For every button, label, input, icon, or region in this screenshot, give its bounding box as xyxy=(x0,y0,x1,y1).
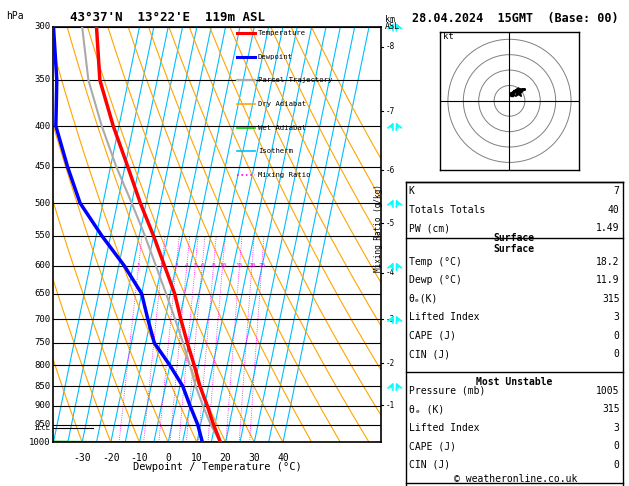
Text: ASL: ASL xyxy=(385,22,400,31)
Text: km: km xyxy=(385,15,395,24)
Text: 20: 20 xyxy=(248,263,255,268)
Text: θₑ (K): θₑ (K) xyxy=(409,404,444,415)
Text: Temp (°C): Temp (°C) xyxy=(409,257,462,267)
Text: -2: -2 xyxy=(386,359,394,367)
Text: 18.2: 18.2 xyxy=(596,257,620,267)
Text: 20: 20 xyxy=(220,452,231,463)
Text: © weatheronline.co.uk: © weatheronline.co.uk xyxy=(454,473,577,484)
Text: K: K xyxy=(409,187,415,196)
Text: Dewpoint: Dewpoint xyxy=(258,53,293,60)
Text: PW (cm): PW (cm) xyxy=(409,224,450,233)
Text: Totals Totals: Totals Totals xyxy=(409,205,485,215)
Text: θₑ(K): θₑ(K) xyxy=(409,294,438,304)
Text: 550: 550 xyxy=(34,231,50,241)
Text: 650: 650 xyxy=(34,289,50,298)
Text: 1000: 1000 xyxy=(29,438,50,447)
Text: 1: 1 xyxy=(136,263,140,268)
Text: 500: 500 xyxy=(34,199,50,208)
Text: 40: 40 xyxy=(277,452,289,463)
Text: Mixing Ratio (g/kg): Mixing Ratio (g/kg) xyxy=(374,185,383,272)
Text: Dewp (°C): Dewp (°C) xyxy=(409,275,462,285)
Text: 1LCL: 1LCL xyxy=(33,425,50,431)
Text: 900: 900 xyxy=(34,401,50,410)
Text: 300: 300 xyxy=(34,22,50,31)
Text: kt: kt xyxy=(443,32,454,41)
Text: 350: 350 xyxy=(34,75,50,85)
Text: 4: 4 xyxy=(185,263,189,268)
Text: 10: 10 xyxy=(219,263,226,268)
Text: 315: 315 xyxy=(602,294,620,304)
Text: 3: 3 xyxy=(174,263,178,268)
Text: -20: -20 xyxy=(102,452,120,463)
Text: 0: 0 xyxy=(614,460,620,470)
Text: Pressure (mb): Pressure (mb) xyxy=(409,386,485,396)
Text: 0: 0 xyxy=(614,330,620,341)
Text: -7: -7 xyxy=(386,106,394,116)
Text: CIN (J): CIN (J) xyxy=(409,349,450,359)
Text: 43°37'N  13°22'E  119m ASL: 43°37'N 13°22'E 119m ASL xyxy=(70,11,265,24)
Text: 1.49: 1.49 xyxy=(596,224,620,233)
Text: 950: 950 xyxy=(34,420,50,429)
Text: -5: -5 xyxy=(386,219,394,227)
Text: Isotherm: Isotherm xyxy=(258,148,293,155)
Text: 700: 700 xyxy=(34,314,50,324)
Text: 11.9: 11.9 xyxy=(596,275,620,285)
Text: 8: 8 xyxy=(212,263,216,268)
Text: CIN (J): CIN (J) xyxy=(409,460,450,470)
Text: 0: 0 xyxy=(165,452,171,463)
Text: 315: 315 xyxy=(602,404,620,415)
Text: 5: 5 xyxy=(193,263,197,268)
Text: -8: -8 xyxy=(386,42,394,52)
Text: -30: -30 xyxy=(74,452,91,463)
Text: -10: -10 xyxy=(131,452,148,463)
Text: 3: 3 xyxy=(614,423,620,433)
Text: Most Unstable: Most Unstable xyxy=(476,377,552,387)
Text: CAPE (J): CAPE (J) xyxy=(409,441,456,451)
Text: 28.04.2024  15GMT  (Base: 00): 28.04.2024 15GMT (Base: 00) xyxy=(413,12,619,25)
Text: Lifted Index: Lifted Index xyxy=(409,312,479,322)
Text: Surface: Surface xyxy=(494,244,535,254)
Text: 3: 3 xyxy=(614,312,620,322)
X-axis label: Dewpoint / Temperature (°C): Dewpoint / Temperature (°C) xyxy=(133,462,301,472)
Text: 30: 30 xyxy=(248,452,260,463)
Text: 400: 400 xyxy=(34,122,50,131)
Text: 0: 0 xyxy=(614,441,620,451)
Text: 450: 450 xyxy=(34,162,50,171)
Text: 10: 10 xyxy=(191,452,203,463)
Text: Mixing Ratio: Mixing Ratio xyxy=(258,172,310,178)
Text: -3: -3 xyxy=(386,314,394,324)
Text: Lifted Index: Lifted Index xyxy=(409,423,479,433)
Text: Parcel Trajectory: Parcel Trajectory xyxy=(258,77,332,83)
Text: Surface: Surface xyxy=(494,233,535,243)
Text: 1005: 1005 xyxy=(596,386,620,396)
Text: CAPE (J): CAPE (J) xyxy=(409,330,456,341)
Text: Wet Adiabat: Wet Adiabat xyxy=(258,125,306,131)
Text: 40: 40 xyxy=(608,205,620,215)
Text: 7: 7 xyxy=(614,187,620,196)
Text: 600: 600 xyxy=(34,261,50,270)
Text: 6: 6 xyxy=(201,263,204,268)
Text: 2: 2 xyxy=(160,263,164,268)
Text: 15: 15 xyxy=(236,263,243,268)
Text: 0: 0 xyxy=(614,349,620,359)
Text: 750: 750 xyxy=(34,338,50,347)
Text: Temperature: Temperature xyxy=(258,30,306,36)
Text: -1: -1 xyxy=(386,400,394,410)
Text: 25: 25 xyxy=(258,263,265,268)
Text: Dry Adiabat: Dry Adiabat xyxy=(258,101,306,107)
Text: -6: -6 xyxy=(386,166,394,175)
Text: hPa: hPa xyxy=(6,12,24,21)
Text: -4: -4 xyxy=(386,268,394,278)
Text: 850: 850 xyxy=(34,382,50,391)
Text: 800: 800 xyxy=(34,361,50,370)
